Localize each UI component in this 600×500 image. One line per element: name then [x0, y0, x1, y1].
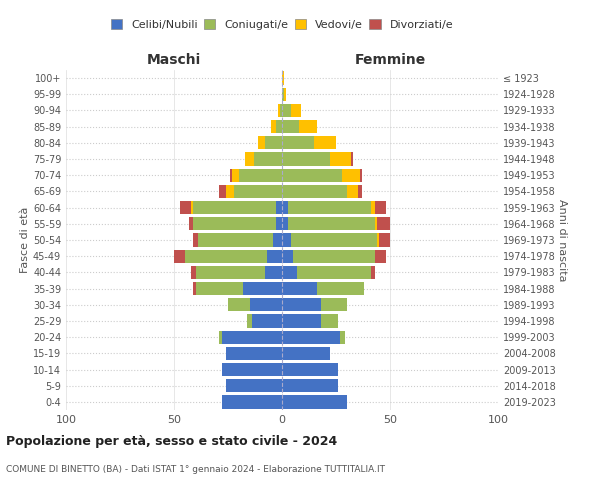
Bar	[317, 282, 364, 295]
Bar	[198, 234, 274, 246]
Bar	[299, 120, 317, 134]
Text: Maschi: Maschi	[147, 53, 201, 67]
Bar	[252, 314, 282, 328]
Bar	[280, 104, 282, 117]
Bar	[193, 282, 196, 295]
Bar	[282, 346, 329, 360]
Bar	[181, 201, 191, 214]
Text: Femmine: Femmine	[355, 53, 425, 67]
Bar	[282, 72, 284, 85]
Bar	[379, 234, 390, 246]
Bar	[282, 88, 284, 101]
Bar	[282, 298, 321, 312]
Bar	[274, 234, 282, 246]
Bar	[340, 330, 344, 344]
Bar	[282, 330, 340, 344]
Bar	[228, 298, 250, 312]
Bar	[284, 88, 286, 101]
Bar	[221, 330, 282, 344]
Bar	[226, 379, 282, 392]
Bar	[275, 201, 282, 214]
Bar	[321, 314, 338, 328]
Bar	[329, 152, 351, 166]
Bar	[191, 266, 196, 279]
Bar	[282, 104, 290, 117]
Bar	[351, 152, 353, 166]
Bar	[282, 250, 293, 263]
Bar	[275, 217, 282, 230]
Bar	[282, 379, 338, 392]
Bar	[282, 266, 297, 279]
Bar	[282, 234, 290, 246]
Text: Popolazione per età, sesso e stato civile - 2024: Popolazione per età, sesso e stato civil…	[6, 435, 337, 448]
Bar	[375, 217, 377, 230]
Bar	[232, 168, 239, 182]
Bar	[282, 217, 289, 230]
Bar	[282, 136, 314, 149]
Bar	[185, 250, 267, 263]
Bar	[314, 136, 336, 149]
Bar	[250, 298, 282, 312]
Bar	[193, 234, 198, 246]
Bar	[174, 250, 185, 263]
Bar	[347, 185, 358, 198]
Bar	[282, 282, 317, 295]
Bar	[189, 217, 193, 230]
Bar	[254, 152, 282, 166]
Bar	[245, 152, 254, 166]
Bar	[371, 201, 375, 214]
Bar	[278, 104, 280, 117]
Bar	[267, 250, 282, 263]
Bar	[282, 120, 299, 134]
Bar	[360, 168, 362, 182]
Bar	[275, 120, 282, 134]
Text: COMUNE DI BINETTO (BA) - Dati ISTAT 1° gennaio 2024 - Elaborazione TUTTITALIA.IT: COMUNE DI BINETTO (BA) - Dati ISTAT 1° g…	[6, 465, 385, 474]
Bar	[282, 396, 347, 408]
Y-axis label: Anni di nascita: Anni di nascita	[557, 198, 567, 281]
Bar	[265, 136, 282, 149]
Bar	[243, 282, 282, 295]
Bar	[226, 185, 235, 198]
Bar	[235, 185, 282, 198]
Bar	[289, 217, 375, 230]
Bar	[289, 201, 371, 214]
Bar	[290, 234, 377, 246]
Bar	[247, 314, 252, 328]
Bar	[265, 266, 282, 279]
Bar	[239, 168, 282, 182]
Bar	[220, 185, 226, 198]
Bar	[375, 201, 386, 214]
Bar	[221, 363, 282, 376]
Legend: Celibi/Nubili, Coniugati/e, Vedovi/e, Divorziati/e: Celibi/Nubili, Coniugati/e, Vedovi/e, Di…	[106, 14, 458, 34]
Bar	[321, 298, 347, 312]
Bar	[193, 217, 275, 230]
Bar	[377, 234, 379, 246]
Bar	[290, 104, 301, 117]
Bar	[358, 185, 362, 198]
Bar	[196, 282, 243, 295]
Bar	[258, 136, 265, 149]
Bar	[193, 201, 275, 214]
Y-axis label: Fasce di età: Fasce di età	[20, 207, 30, 273]
Bar	[282, 185, 347, 198]
Bar	[371, 266, 375, 279]
Bar	[343, 168, 360, 182]
Bar	[297, 266, 371, 279]
Bar	[293, 250, 375, 263]
Bar	[226, 346, 282, 360]
Bar	[220, 330, 221, 344]
Bar	[282, 363, 338, 376]
Bar	[377, 217, 390, 230]
Bar	[282, 201, 289, 214]
Bar	[282, 152, 329, 166]
Bar	[282, 314, 321, 328]
Bar	[282, 168, 343, 182]
Bar	[221, 396, 282, 408]
Bar	[196, 266, 265, 279]
Bar	[375, 250, 386, 263]
Bar	[271, 120, 275, 134]
Bar	[191, 201, 193, 214]
Bar	[230, 168, 232, 182]
